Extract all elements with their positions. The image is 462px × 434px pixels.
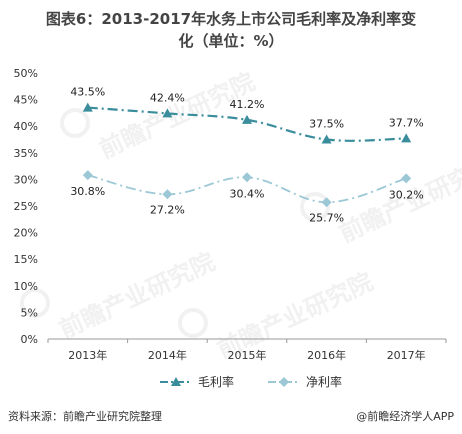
x-tick-label: 2015年 [228,348,267,362]
chart-legend: 毛利率 净利率 [160,374,342,389]
brand-credit: @前瞻经济学人APP [356,410,454,423]
gross-margin-data-label: 37.7% [389,116,424,129]
gross-margin-point [82,102,93,112]
chart-title-line-1: 图表6：2013-2017年水务上市公司毛利率及净利率变 [45,10,417,28]
net-margin-data-label: 25.7% [309,211,344,224]
y-tick-label: 45% [14,94,38,107]
chart-title-line-2: 化（单位：%） [178,32,284,50]
gross-margin-point [321,134,332,144]
x-tick-label: 2016年 [307,348,346,362]
y-tick-label: 5% [21,306,38,319]
net-margin-point [162,189,173,200]
net-margin-legend-label: 净利率 [306,374,342,389]
net-margin-point [401,173,412,184]
gross-margin-line [87,106,407,142]
x-tick-label: 2014年 [148,348,187,362]
source-note: 资料来源：前瞻产业研究院整理 [8,410,162,423]
x-axis: 2013年 2014年 2015年 2016年 2017年 [47,338,447,362]
y-tick-label: 30% [14,173,38,186]
y-tick-label: 40% [14,120,38,133]
y-tick-label: 15% [14,253,38,266]
gross-margin-data-label: 42.4% [150,91,185,104]
net-margin-point [82,170,93,181]
gross-margin-legend-marker [171,377,181,386]
gross-margin-point [242,114,252,124]
chart-title: 图表6：2013-2017年水务上市公司毛利率及净利率变 化（单位：%） [0,8,462,52]
gross-margin-legend-label: 毛利率 [198,374,234,389]
gross-margin-point [401,133,412,143]
net-margin-legend-marker [279,377,289,387]
net-margin-data-label: 30.2% [389,188,424,201]
net-margin-data-label: 30.8% [70,185,105,198]
y-tick-label: 25% [14,200,38,213]
y-tick-label: 35% [14,147,38,160]
net-margin-data-label: 27.2% [150,203,185,216]
y-tick-label: 20% [14,227,38,240]
net-margin-data-label: 30.4% [230,187,265,200]
y-tick-label: 0% [21,333,38,346]
gross-margin-point [162,108,173,118]
gross-margin-data-label: 37.5% [309,118,344,131]
gross-margin-data-label: 43.5% [70,86,105,99]
net-margin-point [242,172,252,183]
y-tick-label: 10% [14,280,38,293]
x-tick-label: 2013年 [68,348,107,362]
y-axis: 0% 5% 10% 15% 20% 25% 30% 35% 40% 45% 50% [14,67,38,346]
y-tick-label: 50% [14,67,38,80]
x-tick-label: 2017年 [387,348,426,362]
net-margin-point [321,197,332,208]
chart-series: 43.5% 42.4% 41.2% 37.5% 37.7% 30.8% 27.2% 30.4%… [70,86,423,225]
gross-margin-data-label: 41.2% [230,98,265,111]
